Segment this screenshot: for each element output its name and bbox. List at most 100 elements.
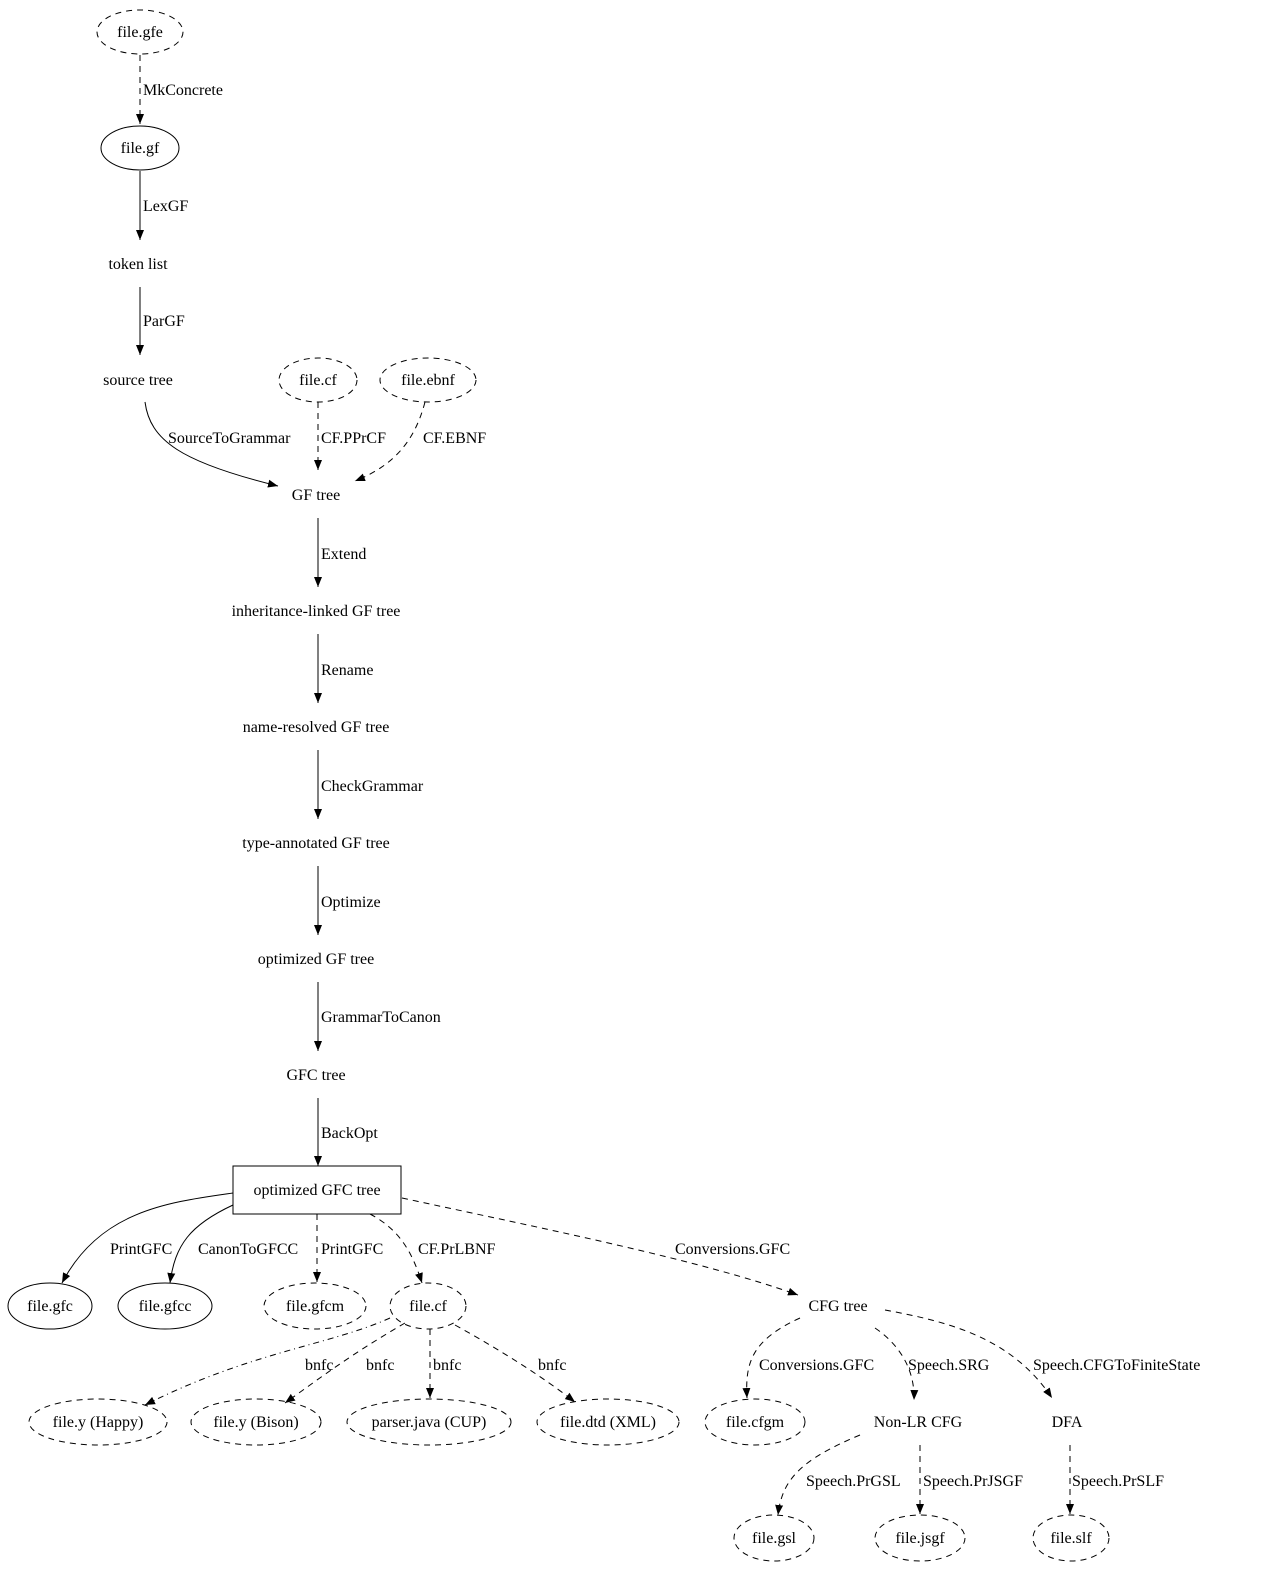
- node-label: file.ebnf: [401, 372, 455, 389]
- edge-line: [284, 1322, 406, 1404]
- node-source: source tree: [103, 372, 173, 389]
- node-gfcc: file.gfcc: [117, 1282, 213, 1330]
- edge-label: Rename: [321, 662, 373, 679]
- edge-label: bnfc: [305, 1357, 333, 1374]
- node-label: token list: [108, 256, 168, 273]
- edge-cf2-to-bison: bnfc: [284, 1322, 406, 1404]
- edge-gftree-to-inh: Extend: [314, 518, 366, 587]
- node-tokens: token list: [108, 256, 168, 273]
- edge-label: BackOpt: [321, 1125, 378, 1142]
- node-label: file.gf: [121, 140, 160, 157]
- edge-cf2-to-dtd: bnfc: [454, 1324, 576, 1403]
- node-gftree: GF tree: [292, 487, 340, 504]
- node-label: name-resolved GF tree: [243, 719, 390, 736]
- edge-line: [354, 401, 426, 482]
- edge-label: MkConcrete: [143, 82, 223, 99]
- node-label: file.gfcc: [139, 1298, 192, 1315]
- node-cf2: file.cf: [389, 1282, 467, 1330]
- node-slf: file.slf: [1032, 1514, 1110, 1562]
- node-ellipse: [704, 1398, 806, 1446]
- edge-optgfc-to-cf2: CF.PrLBNF: [369, 1213, 496, 1284]
- edge-label: PrintGFC: [110, 1241, 172, 1258]
- edge-optgfc-to-gfcc: CanonToGFCC: [167, 1204, 298, 1284]
- node-ellipse: [100, 125, 180, 171]
- node-label: file.cf: [409, 1298, 447, 1315]
- edge-cfgtree-to-nonlr: Speech.SRG: [874, 1327, 990, 1401]
- edge-cf1-to-gftree: CF.PPrCF: [314, 402, 386, 470]
- edge-label: Speech.CFGToFiniteState: [1033, 1357, 1200, 1374]
- edge-label: CheckGrammar: [321, 778, 424, 795]
- node-cup: parser.java (CUP): [346, 1398, 512, 1446]
- edge-gfe-to-gf: MkConcrete: [136, 55, 223, 124]
- edge-label: PrintGFC: [321, 1241, 383, 1258]
- node-label: DFA: [1052, 1414, 1083, 1431]
- edge-source-to-gftree: SourceToGrammar: [144, 401, 291, 488]
- node-inh: inheritance-linked GF tree: [232, 603, 401, 620]
- node-label: file.cf: [299, 372, 337, 389]
- node-ellipse: [28, 1398, 168, 1446]
- edge-label: Speech.PrGSL: [806, 1473, 901, 1490]
- node-label: optimized GFC tree: [253, 1182, 380, 1199]
- node-ellipse: [874, 1514, 966, 1562]
- edge-label: ParGF: [143, 313, 185, 330]
- edge-line: [369, 1213, 423, 1284]
- edge-inh-to-nameres: Rename: [314, 634, 373, 703]
- edge-typeann-to-opt: Optimize: [314, 866, 381, 935]
- node-gfc: file.gfc: [7, 1282, 93, 1330]
- node-ellipse: [278, 357, 358, 403]
- node-gfcm: file.gfcm: [263, 1282, 367, 1330]
- node-label: GFC tree: [286, 1067, 345, 1084]
- node-gf: file.gf: [100, 125, 180, 171]
- edge-label: SourceToGrammar: [168, 430, 291, 447]
- edge-line: [144, 401, 279, 488]
- edge-label: Conversions.GFC: [675, 1241, 790, 1258]
- node-ellipse: [379, 357, 477, 403]
- node-ellipse: [536, 1398, 680, 1446]
- node-ellipse: [190, 1398, 322, 1446]
- edge-dfa-to-slf: Speech.PrSLF: [1066, 1445, 1164, 1514]
- node-label: Non-LR CFG: [874, 1414, 963, 1431]
- edge-line: [884, 1309, 1053, 1399]
- edge-label: bnfc: [538, 1357, 566, 1374]
- node-cfgm: file.cfgm: [704, 1398, 806, 1446]
- node-jsgf: file.jsgf: [874, 1514, 966, 1562]
- node-cfgtree: CFG tree: [808, 1298, 867, 1315]
- node-label: file.dtd (XML): [560, 1414, 656, 1431]
- edge-optgfc-to-gfcm: PrintGFC: [313, 1214, 383, 1282]
- node-optgfc: optimized GFC tree: [232, 1165, 402, 1215]
- node-ebnf: file.ebnf: [379, 357, 477, 403]
- edge-nonlr-to-jsgf: Speech.PrJSGF: [916, 1445, 1023, 1514]
- node-opt: optimized GF tree: [258, 951, 374, 968]
- node-label: file.y (Happy): [53, 1414, 144, 1431]
- edge-cfgtree-to-dfa: Speech.CFGToFiniteState: [884, 1309, 1200, 1399]
- node-happy: file.y (Happy): [28, 1398, 168, 1446]
- node-ellipse: [346, 1398, 512, 1446]
- edge-line: [742, 1317, 801, 1399]
- node-ellipse: [7, 1282, 93, 1330]
- edge-label: CanonToGFCC: [198, 1241, 298, 1258]
- node-dfa: DFA: [1052, 1414, 1083, 1431]
- edge-line: [401, 1197, 799, 1296]
- node-label: file.cfgm: [726, 1414, 785, 1431]
- node-dtd: file.dtd (XML): [536, 1398, 680, 1446]
- edge-label: LexGF: [143, 198, 188, 215]
- edge-label: CF.EBNF: [423, 430, 486, 447]
- edge-label: Speech.PrSLF: [1072, 1473, 1164, 1490]
- node-ellipse: [117, 1282, 213, 1330]
- node-ellipse: [389, 1282, 467, 1330]
- node-label: parser.java (CUP): [372, 1414, 487, 1431]
- node-gfe: file.gfe: [96, 9, 184, 55]
- nodes: file.gfe file.gf token list source tree file…: [7, 9, 1110, 1562]
- edge-opt-to-gfctree: GrammarToCanon: [314, 982, 441, 1051]
- node-label: file.jsgf: [895, 1530, 945, 1547]
- edge-line: [775, 1434, 861, 1516]
- edge-optgfc-to-cfgtree: Conversions.GFC: [401, 1197, 799, 1296]
- node-label: file.gfc: [27, 1298, 73, 1315]
- edge-ebnf-to-gftree: CF.EBNF: [354, 401, 486, 482]
- node-label: source tree: [103, 372, 173, 389]
- edge-tokens-to-source: ParGF: [136, 287, 185, 355]
- node-cf1: file.cf: [278, 357, 358, 403]
- edge-label: Conversions.GFC: [759, 1357, 874, 1374]
- edges: MkConcrete LexGF ParGF SourceToGrammar CF.PP…: [61, 55, 1200, 1516]
- node-label: file.slf: [1050, 1530, 1092, 1547]
